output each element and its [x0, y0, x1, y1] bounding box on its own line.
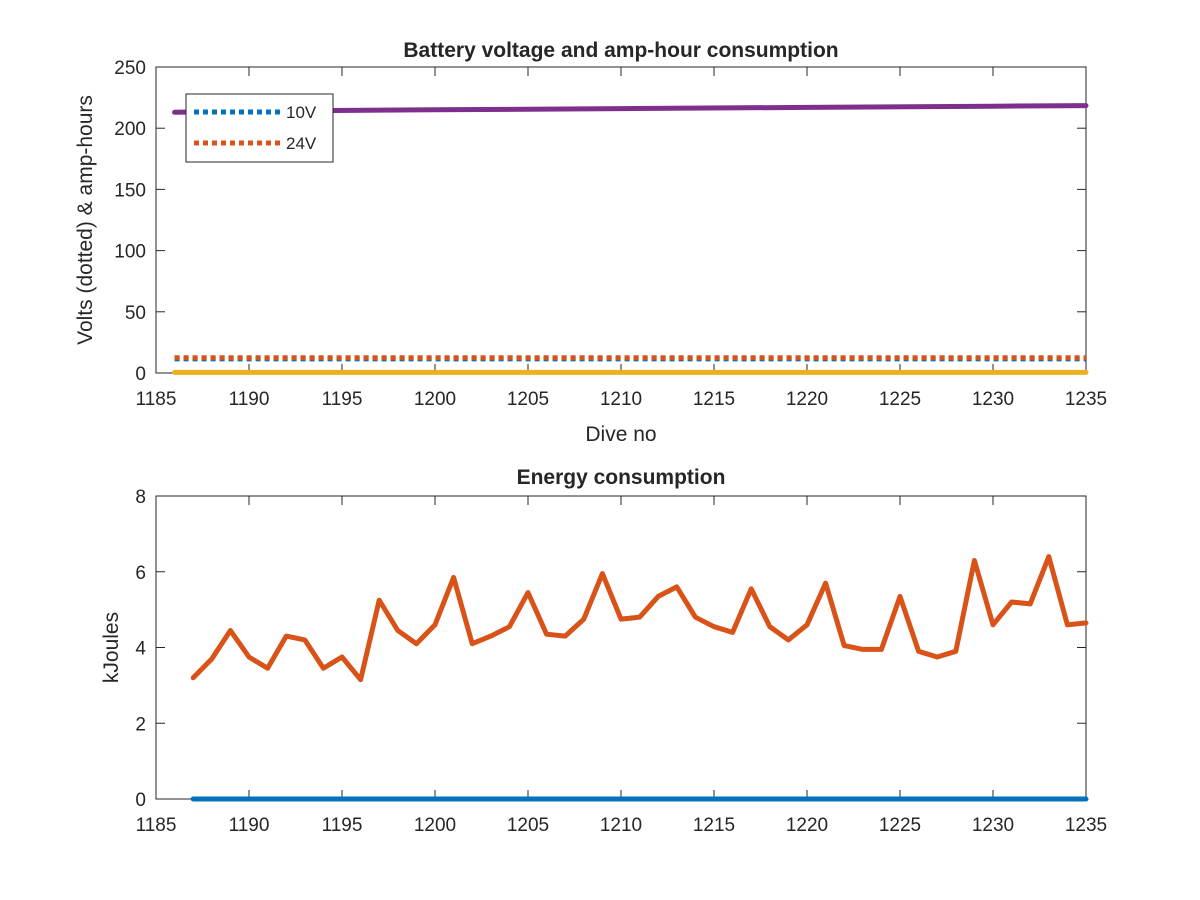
energy-series-1-line	[190, 554, 1089, 683]
energy-axes-box	[155, 495, 1087, 800]
battery-xtick-label: 1230	[972, 389, 1014, 410]
battery-ytick-label: 100	[114, 242, 146, 263]
energy-ytick-label: 8	[135, 487, 146, 508]
energy-xtick-label: 1220	[786, 815, 828, 836]
battery-xtick-label: 1185	[136, 389, 177, 410]
battery-ytick-label: 50	[125, 303, 146, 324]
energy-chart: Energy consumption kJoules 1185 1190 1195 1…	[100, 466, 1107, 836]
energy-xtick-label: 1200	[414, 815, 456, 836]
battery-chart-ylabel: Volts (dotted) & amp-hours	[74, 95, 97, 345]
energy-chart-ylabel: kJoules	[100, 612, 123, 683]
battery-chart: Battery voltage and amp-hour consumption…	[74, 39, 1107, 446]
battery-legend: 10V 24V	[185, 93, 334, 163]
energy-xtick-label: 1235	[1065, 815, 1107, 836]
energy-xtick-label: 1205	[507, 815, 549, 836]
battery-ytick-label: 150	[114, 180, 146, 201]
energy-xtick-label: 1215	[693, 815, 735, 836]
battery-ytick-label: 250	[114, 58, 146, 79]
battery-legend-label-10v: 10V	[286, 103, 317, 122]
battery-xtick-label: 1205	[507, 389, 549, 410]
energy-ytick-label: 6	[135, 563, 146, 584]
battery-xtick-label: 1190	[229, 389, 270, 410]
energy-xtick-label: 1195	[322, 815, 363, 836]
energy-xtick-label: 1230	[972, 815, 1014, 836]
battery-legend-label-24v: 24V	[286, 134, 317, 153]
energy-xtick-label: 1190	[229, 815, 270, 836]
battery-xtick-label: 1210	[600, 389, 642, 410]
battery-xtick-label: 1225	[879, 389, 921, 410]
battery-ytick-label: 0	[135, 364, 146, 385]
battery-xtick-label: 1195	[322, 389, 363, 410]
energy-chart-title: Energy consumption	[517, 466, 726, 489]
battery-xtick-label: 1235	[1065, 389, 1107, 410]
energy-ytick-label: 4	[135, 639, 146, 660]
battery-xtick-label: 1215	[693, 389, 735, 410]
energy-ytick-label: 2	[135, 714, 146, 735]
energy-xtick-label: 1210	[600, 815, 642, 836]
battery-legend-box	[185, 93, 334, 163]
battery-chart-xlabel: Dive no	[585, 423, 656, 446]
energy-xtick-label: 1225	[879, 815, 921, 836]
battery-xtick-label: 1200	[414, 389, 456, 410]
energy-ytick-label: 0	[135, 790, 146, 811]
energy-xtick-label: 1185	[136, 815, 177, 836]
battery-chart-title: Battery voltage and amp-hour consumption	[403, 39, 838, 62]
battery-ytick-label: 200	[114, 119, 146, 140]
battery-xtick-label: 1220	[786, 389, 828, 410]
